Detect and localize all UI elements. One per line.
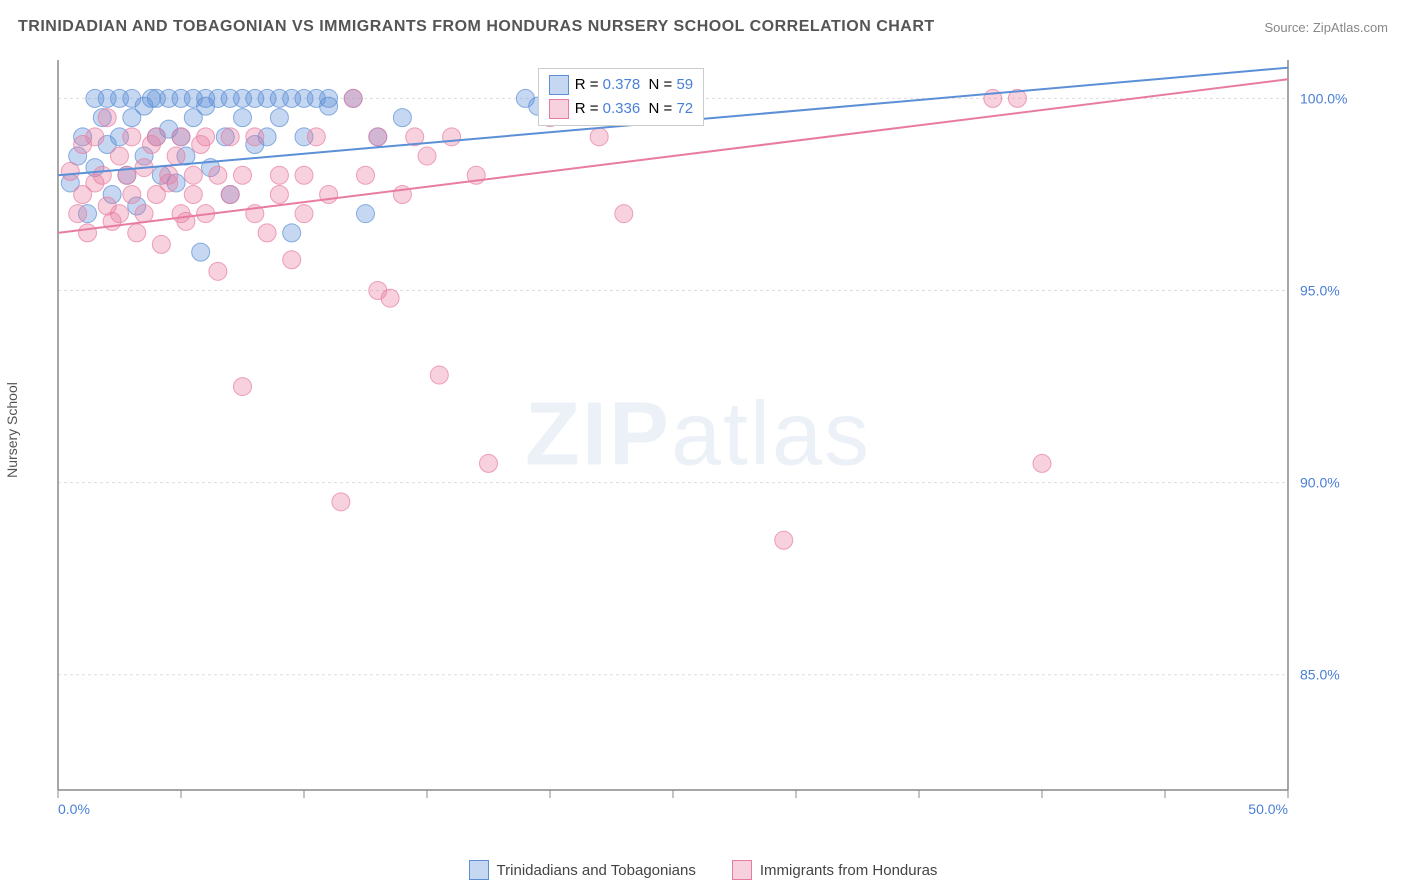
svg-text:90.0%: 90.0%: [1300, 475, 1340, 491]
scatter-chart: 85.0% 90.0% 95.0% 100.0% 0.0% 50.0%: [48, 50, 1348, 820]
svg-text:95.0%: 95.0%: [1300, 283, 1340, 299]
correlation-legend: R = 0.378 N = 59 R = 0.336 N = 72: [538, 68, 704, 126]
legend-stat-row: R = 0.336 N = 72: [549, 97, 693, 121]
chart-header: TRINIDADIAN AND TOBAGONIAN VS IMMIGRANTS…: [18, 18, 1388, 36]
svg-text:85.0%: 85.0%: [1300, 667, 1340, 683]
svg-text:50.0%: 50.0%: [1248, 801, 1288, 817]
svg-text:0.0%: 0.0%: [58, 801, 90, 817]
svg-text:100.0%: 100.0%: [1300, 90, 1347, 106]
chart-title: TRINIDADIAN AND TOBAGONIAN VS IMMIGRANTS…: [18, 18, 935, 36]
chart-source: Source: ZipAtlas.com: [1264, 20, 1388, 35]
legend-item: Immigrants from Honduras: [732, 860, 938, 880]
y-axis-label: Nursery School: [4, 382, 20, 478]
chart-area: 85.0%90.0%95.0%100.0%0.0%50.0% ZIPatlas …: [48, 50, 1348, 820]
legend-stat-row: R = 0.378 N = 59: [549, 73, 693, 97]
series-legend: Trinidadians and Tobagonians Immigrants f…: [0, 860, 1406, 884]
legend-item: Trinidadians and Tobagonians: [469, 860, 696, 880]
